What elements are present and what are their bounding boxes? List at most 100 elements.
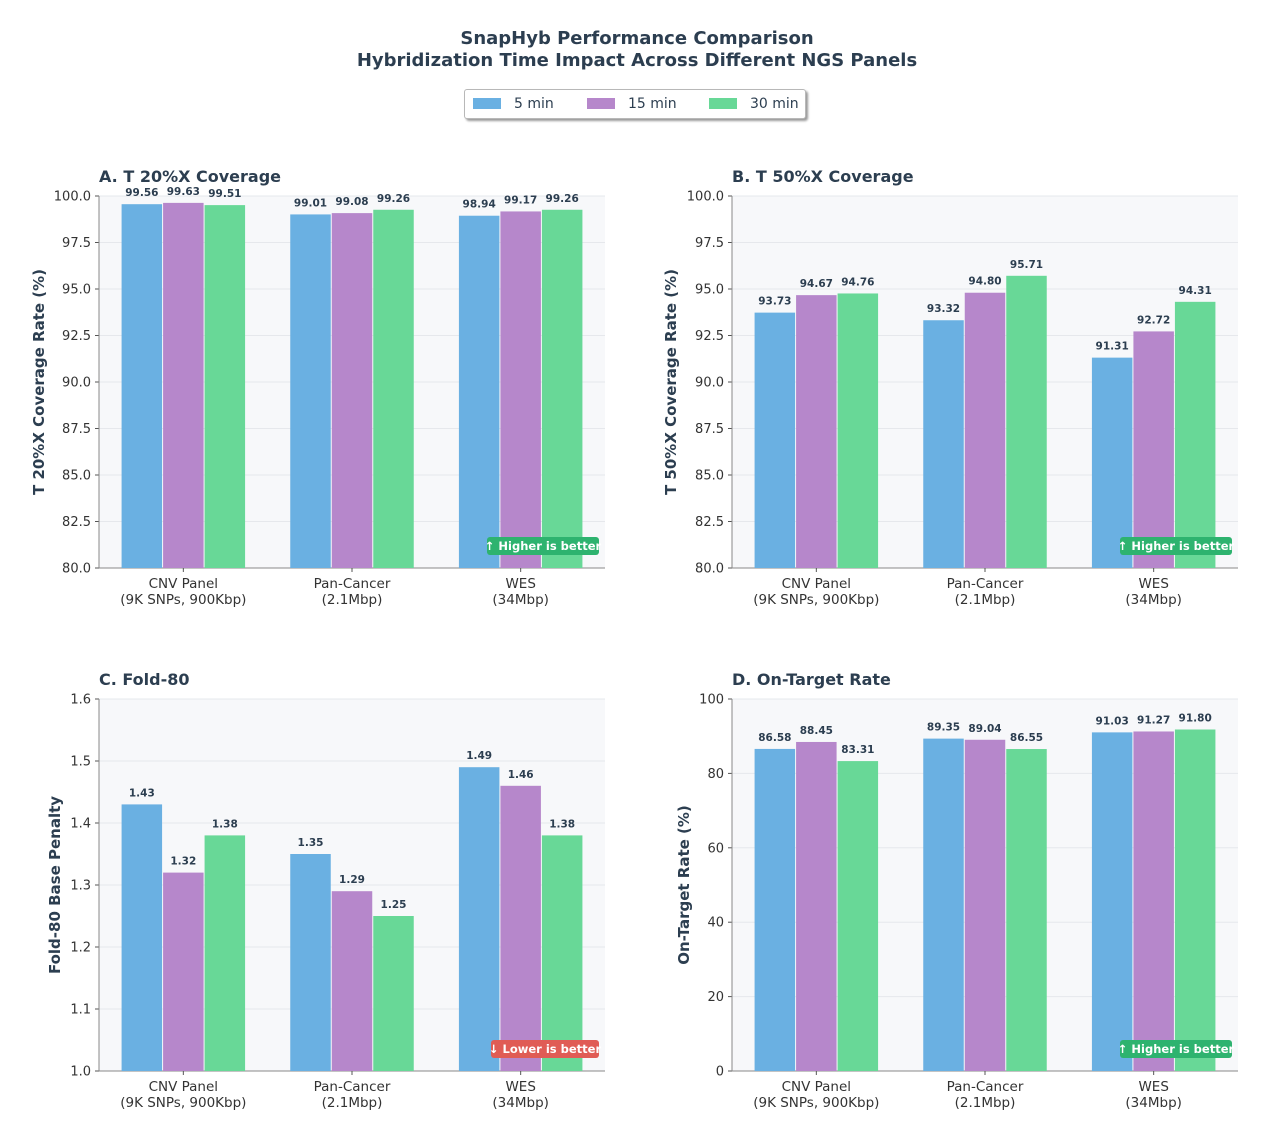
data-label: 91.31: [1096, 341, 1129, 353]
bar-30-min-pan-cancer: [1006, 749, 1047, 1071]
y-tick-label: 87.5: [62, 422, 91, 437]
badge-text: ↓ Lower is better: [489, 1042, 602, 1056]
figure-subtitle: Hybridization Time Impact Across Differe…: [356, 50, 918, 71]
x-tick-label: WES (34Mbp): [492, 1079, 549, 1111]
y-tick-label: 85.0: [62, 469, 91, 484]
bar-15-min-wes: [500, 785, 541, 1071]
bar-15-min-cnv-panel: [796, 741, 837, 1071]
bar-15-min-cnv-panel: [796, 295, 837, 568]
y-tick-label: 97.5: [695, 236, 724, 251]
bar-5-min-pan-cancer: [923, 320, 964, 568]
y-tick-label: 82.5: [62, 515, 91, 530]
x-tick-label: Pan-Cancer (2.1Mbp): [947, 1079, 1024, 1111]
chart-title: C. Fold-80: [99, 670, 190, 689]
data-label: 88.45: [800, 725, 833, 737]
bar-5-min-wes: [1091, 357, 1133, 568]
badge: [487, 537, 599, 555]
y-tick-label: 1.1: [70, 1003, 91, 1018]
chart-b: 80.0 82.5 85.0 87.5 90.0 92.5 95.0 97.5 100.0 93.…: [662, 167, 1238, 608]
data-label: 89.04: [968, 723, 1001, 735]
data-label: 99.56: [125, 187, 158, 199]
data-label: 1.35: [298, 837, 324, 849]
data-label: 94.31: [1179, 285, 1212, 297]
bar-5-min-cnv-panel: [754, 748, 796, 1071]
data-label: 99.26: [377, 193, 410, 205]
legend: 5 min 15 min 30 min: [464, 89, 806, 119]
data-label: 89.35: [927, 722, 960, 734]
x-tick-label: WES (34Mbp): [492, 576, 549, 608]
y-tick-label: 100.0: [54, 190, 91, 205]
bar-15-min-pan-cancer: [964, 739, 1006, 1071]
data-label: 1.46: [508, 769, 534, 781]
legend-label-30min: 30 min: [750, 96, 799, 112]
bar-30-min-wes: [541, 209, 583, 569]
y-tick-label: 85.0: [695, 469, 724, 484]
bar-5-min-pan-cancer: [290, 214, 331, 568]
data-label: 1.38: [212, 818, 238, 830]
data-label: 1.43: [129, 787, 155, 799]
bar-5-min-pan-cancer: [923, 738, 964, 1071]
y-tick-label: 100.0: [687, 190, 724, 205]
data-label: 99.63: [167, 186, 200, 198]
y-tick-label: 60: [707, 841, 724, 856]
bar-30-min-wes: [1174, 729, 1216, 1071]
data-label: 1.25: [381, 899, 407, 911]
y-tick-label: 1.4: [70, 817, 91, 832]
y-tick-label: 92.5: [62, 329, 91, 344]
x-tick-label: CNV Panel (9K SNPs, 900Kbp): [753, 576, 879, 608]
badge-text: ↑ Higher is better: [1118, 539, 1235, 553]
bar-30-min-cnv-panel: [204, 205, 246, 568]
y-tick-label: 90.0: [62, 376, 91, 391]
badge-text: ↑ Higher is better: [1118, 1042, 1235, 1056]
data-label: 1.29: [339, 874, 365, 886]
data-label: 99.26: [546, 193, 579, 205]
legend-label-15min: 15 min: [628, 96, 677, 112]
badge: [1120, 537, 1232, 555]
bar-15-min-wes: [1133, 331, 1174, 568]
x-tick-label: Pan-Cancer (2.1Mbp): [314, 576, 391, 608]
bar-15-min-cnv-panel: [163, 872, 204, 1071]
x-tick-label: Pan-Cancer (2.1Mbp): [947, 576, 1024, 608]
badge: [491, 1040, 599, 1058]
bar-5-min-cnv-panel: [121, 204, 163, 568]
y-tick-label: 1.6: [70, 693, 91, 708]
bar-15-min-cnv-panel: [163, 202, 204, 568]
y-tick-label: 82.5: [695, 515, 724, 530]
legend-swatch-30min: [709, 98, 737, 109]
bar-15-min-pan-cancer: [331, 891, 373, 1071]
data-label: 91.03: [1096, 715, 1129, 727]
data-label: 91.27: [1137, 714, 1170, 726]
bar-5-min-cnv-panel: [754, 312, 796, 568]
legend-swatch-5min: [473, 98, 501, 109]
data-label: 94.76: [841, 276, 874, 288]
data-label: 93.32: [927, 303, 960, 315]
chart-title: B. T 50%X Coverage: [732, 167, 914, 186]
data-label: 98.94: [463, 199, 496, 211]
bar-5-min-pan-cancer: [290, 854, 331, 1071]
bar-5-min-cnv-panel: [121, 804, 163, 1071]
y-tick-label: 40: [707, 916, 724, 931]
bar-5-min-wes: [1091, 732, 1133, 1071]
data-label: 94.67: [800, 278, 833, 290]
data-label: 92.72: [1137, 314, 1170, 326]
data-label: 99.51: [208, 188, 241, 200]
data-label: 99.17: [504, 194, 537, 206]
data-label: 91.80: [1179, 713, 1212, 725]
bar-30-min-pan-cancer: [373, 916, 414, 1071]
y-tick-label: 95.0: [695, 283, 724, 298]
y-tick-label: 1.2: [70, 941, 91, 956]
chart-title: A. T 20%X Coverage: [99, 167, 281, 186]
x-tick-label: CNV Panel (9K SNPs, 900Kbp): [120, 1079, 246, 1111]
bar-5-min-wes: [458, 215, 500, 568]
data-label: 93.73: [758, 296, 791, 308]
badge: [1120, 1040, 1232, 1058]
data-label: 1.49: [466, 750, 492, 762]
y-axis-label: Fold-80 Base Penalty: [46, 796, 64, 974]
y-tick-label: 90.0: [695, 376, 724, 391]
y-tick-label: 80.0: [695, 562, 724, 577]
legend-label-5min: 5 min: [514, 96, 554, 112]
x-tick-label: Pan-Cancer (2.1Mbp): [314, 1079, 391, 1111]
data-label: 86.55: [1010, 732, 1043, 744]
bar-15-min-wes: [1133, 731, 1174, 1071]
